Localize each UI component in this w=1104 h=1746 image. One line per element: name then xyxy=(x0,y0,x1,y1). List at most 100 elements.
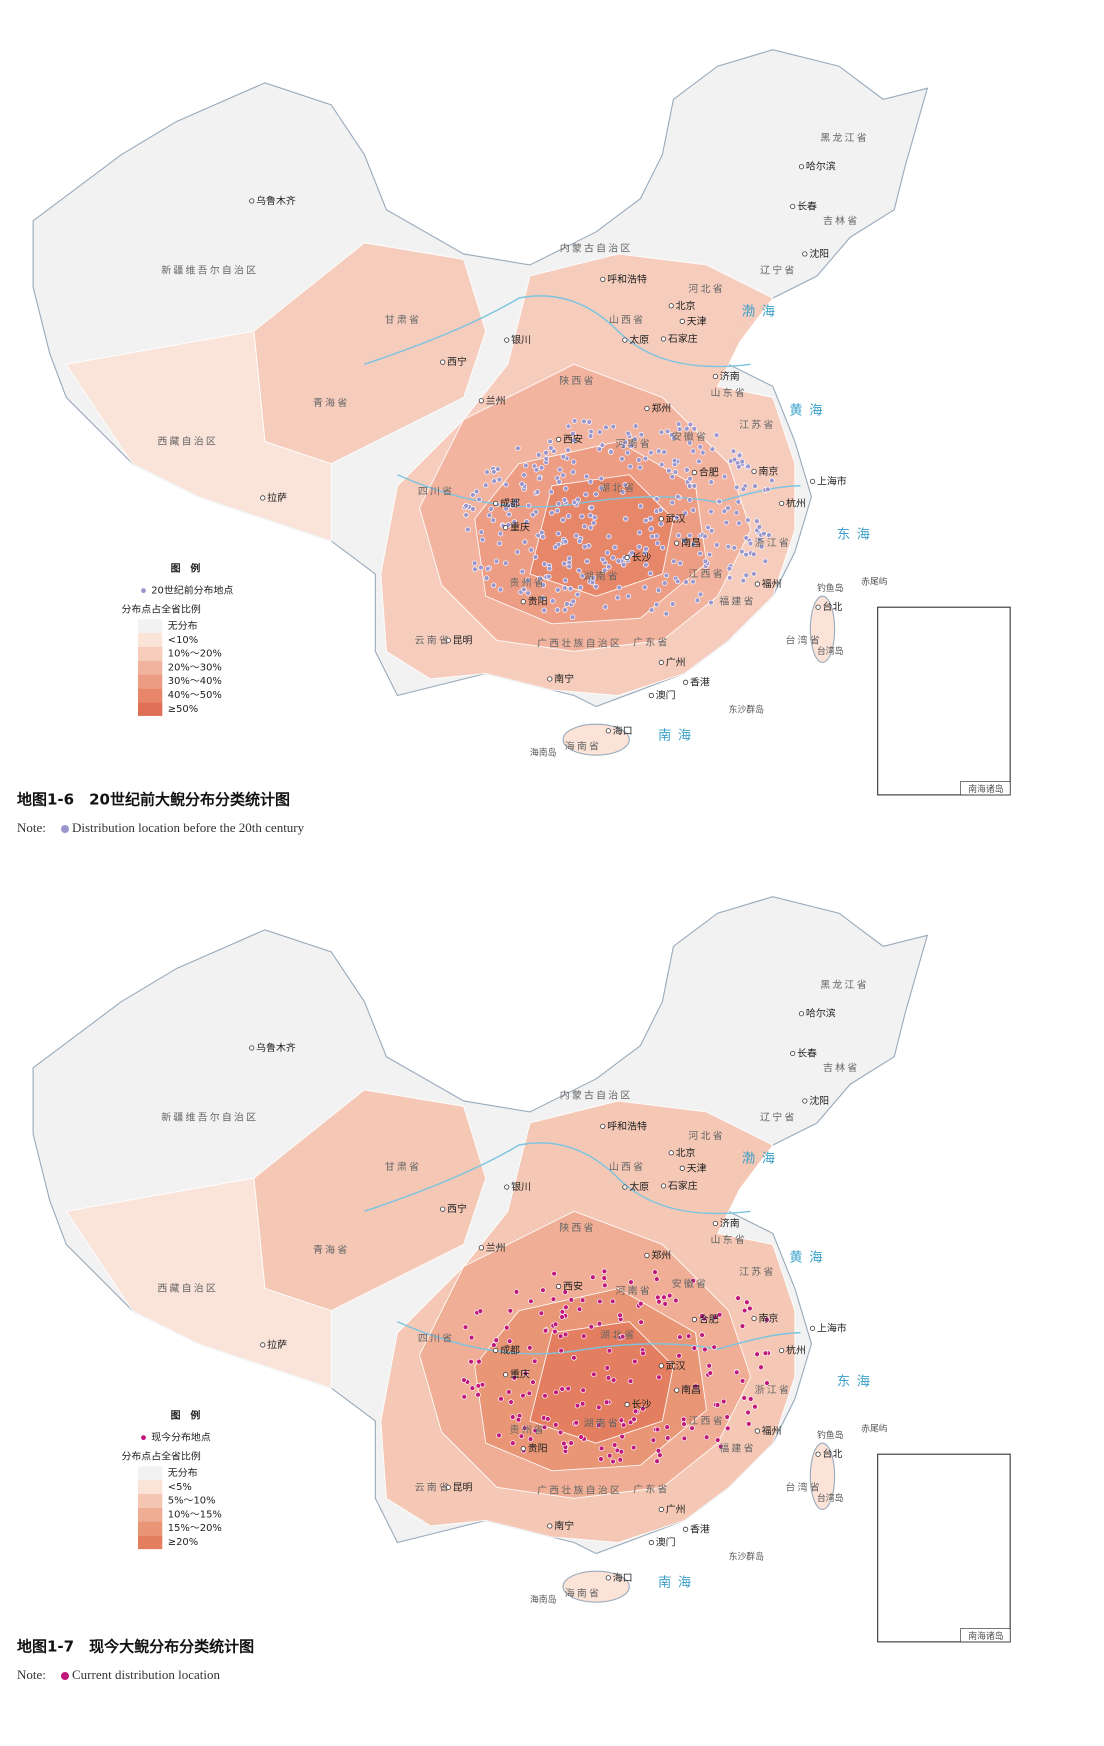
distribution-dot xyxy=(463,512,469,518)
distribution-dot xyxy=(631,1416,637,1423)
distribution-dot xyxy=(469,1385,476,1391)
city-label: 杭州 xyxy=(786,496,806,509)
distribution-dot xyxy=(601,1268,608,1275)
distribution-dot xyxy=(627,1378,634,1384)
distribution-dot xyxy=(677,1334,683,1340)
distribution-dot xyxy=(765,486,771,493)
legend-point-label: 20世纪前分布地点 xyxy=(151,584,233,597)
distribution-dot xyxy=(740,486,747,493)
distribution-dot xyxy=(562,485,569,492)
city-marker xyxy=(798,1011,805,1017)
distribution-dot xyxy=(622,516,629,522)
distribution-dot xyxy=(533,467,540,473)
distribution-dot xyxy=(758,1364,764,1370)
city-label: 长春 xyxy=(797,200,817,212)
island-label: 东沙群岛 xyxy=(729,703,764,715)
distribution-dot xyxy=(716,1311,723,1318)
region-label: 云南省 xyxy=(415,633,451,646)
distribution-dot xyxy=(510,502,516,509)
distribution-dot xyxy=(579,513,585,520)
city-marker xyxy=(798,164,805,170)
distribution-dot xyxy=(587,478,594,485)
river xyxy=(364,1142,751,1215)
distribution-dot xyxy=(684,426,690,432)
region-label: 福建省 xyxy=(719,1442,755,1455)
distribution-dot xyxy=(648,526,654,532)
distribution-dot xyxy=(740,577,746,584)
city-label: 台北 xyxy=(822,600,842,613)
legend-class-label: 15%～20% xyxy=(168,1523,222,1534)
city-label: 武汉 xyxy=(666,1359,686,1372)
distribution-dot xyxy=(471,560,478,566)
region-label: 四川省 xyxy=(418,484,454,497)
region-label: 甘肃省 xyxy=(385,313,421,326)
legend-swatch xyxy=(138,633,163,647)
distribution-dot xyxy=(523,462,529,469)
distribution-dot xyxy=(595,1404,602,1411)
region-label: 陕西省 xyxy=(559,1221,595,1234)
island-label: 赤尾屿 xyxy=(861,1423,888,1434)
distribution-dot xyxy=(699,1332,705,1338)
distribution-dot xyxy=(663,610,670,617)
distribution-dot xyxy=(687,440,693,446)
city-marker xyxy=(660,1183,667,1189)
region-label: 台湾省 xyxy=(786,1480,822,1493)
distribution-dot xyxy=(640,1405,646,1412)
city-marker xyxy=(249,198,255,204)
distribution-dot xyxy=(619,1433,625,1440)
distribution-dot xyxy=(632,436,638,442)
distribution-dot xyxy=(537,575,543,582)
distribution-dot xyxy=(654,1458,660,1465)
distribution-dot xyxy=(548,445,554,451)
distribution-dot xyxy=(658,521,664,527)
distribution-dot xyxy=(599,556,606,563)
distribution-dot xyxy=(559,1314,565,1320)
city-marker xyxy=(445,637,451,643)
distribution-dot xyxy=(620,489,626,495)
distribution-dot xyxy=(590,575,597,581)
distribution-dot xyxy=(595,1422,602,1428)
distribution-dot xyxy=(618,1448,625,1455)
distribution-dot xyxy=(576,567,582,574)
region-label: 贵州省 xyxy=(510,1423,546,1436)
distribution-dot xyxy=(702,558,709,565)
distribution-dot xyxy=(675,493,681,500)
city-marker xyxy=(547,1523,553,1529)
city-marker xyxy=(547,676,553,682)
distribution-dot xyxy=(521,586,527,593)
distribution-dot xyxy=(617,1456,624,1463)
city-label: 太原 xyxy=(629,1180,649,1193)
river xyxy=(397,1321,801,1355)
distribution-dot xyxy=(597,1298,603,1305)
distribution-dot xyxy=(647,570,654,577)
distribution-dot xyxy=(638,1319,644,1325)
distribution-dot xyxy=(530,1379,536,1385)
region-label: 四川省 xyxy=(418,1331,454,1344)
city-label: 福州 xyxy=(762,1424,782,1437)
distribution-dot xyxy=(584,558,590,565)
distribution-dot xyxy=(661,449,667,455)
distribution-dot xyxy=(751,571,757,577)
distribution-dot xyxy=(734,484,740,491)
distribution-dot xyxy=(547,438,553,445)
legend-class-label: <10% xyxy=(168,635,198,646)
distribution-dot xyxy=(731,545,738,551)
legend-class-label: ≥20% xyxy=(168,1537,198,1548)
distribution-dot xyxy=(655,1448,662,1454)
distribution-dot xyxy=(598,1456,604,1462)
region-label: 广东省 xyxy=(633,1483,669,1496)
region-label: 贵州省 xyxy=(510,576,546,589)
legend-dot xyxy=(141,1435,146,1441)
city-label: 哈尔滨 xyxy=(806,1007,836,1020)
distribution-dot xyxy=(461,1377,467,1383)
sea-label: 东海 xyxy=(837,526,877,542)
legend-swatch xyxy=(138,660,163,675)
city-label: 香港 xyxy=(690,1523,710,1535)
city-marker xyxy=(556,436,562,442)
city-marker xyxy=(660,336,667,342)
distribution-dot xyxy=(752,1403,758,1410)
distribution-dot xyxy=(745,517,751,523)
distribution-dot xyxy=(586,419,592,425)
distribution-dot xyxy=(502,560,509,566)
